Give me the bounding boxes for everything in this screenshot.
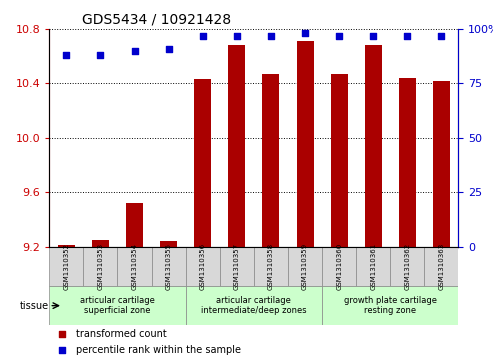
FancyBboxPatch shape	[186, 286, 322, 325]
FancyBboxPatch shape	[220, 247, 254, 286]
Bar	[126, 203, 143, 247]
Text: transformed count: transformed count	[76, 329, 167, 339]
Bar	[331, 74, 348, 247]
Bar	[160, 241, 177, 247]
Point	[233, 33, 241, 38]
FancyBboxPatch shape	[49, 247, 83, 286]
Text: GSM1310359: GSM1310359	[302, 243, 308, 290]
Point	[369, 33, 377, 38]
Text: growth plate cartilage
resting zone: growth plate cartilage resting zone	[344, 296, 437, 315]
Point	[131, 48, 139, 54]
Text: GSM1310352: GSM1310352	[63, 243, 70, 290]
Text: GSM1310362: GSM1310362	[404, 243, 410, 290]
Text: GSM1310353: GSM1310353	[98, 243, 104, 290]
FancyBboxPatch shape	[49, 286, 186, 325]
Point	[267, 33, 275, 38]
Point	[437, 33, 445, 38]
Text: GSM1310357: GSM1310357	[234, 243, 240, 290]
Text: GSM1310355: GSM1310355	[166, 243, 172, 290]
FancyBboxPatch shape	[83, 247, 117, 286]
Point	[335, 33, 343, 38]
FancyBboxPatch shape	[254, 247, 288, 286]
FancyBboxPatch shape	[151, 247, 186, 286]
Text: GSM1310360: GSM1310360	[336, 243, 342, 290]
Bar	[58, 245, 75, 247]
Text: tissue: tissue	[20, 301, 49, 311]
Text: GSM1310361: GSM1310361	[370, 243, 376, 290]
Bar	[262, 74, 280, 247]
FancyBboxPatch shape	[424, 247, 458, 286]
Point	[301, 30, 309, 36]
Point	[403, 33, 411, 38]
Bar	[399, 78, 416, 247]
Text: GSM1310356: GSM1310356	[200, 243, 206, 290]
Bar	[194, 79, 211, 247]
FancyBboxPatch shape	[322, 286, 458, 325]
Bar	[92, 240, 109, 247]
Bar	[365, 45, 382, 247]
FancyBboxPatch shape	[288, 247, 322, 286]
Point	[97, 52, 105, 58]
Text: GDS5434 / 10921428: GDS5434 / 10921428	[82, 12, 231, 26]
Text: GSM1310358: GSM1310358	[268, 243, 274, 290]
FancyBboxPatch shape	[186, 247, 220, 286]
Point	[199, 33, 207, 38]
Point	[58, 347, 66, 352]
Text: GSM1310354: GSM1310354	[132, 243, 138, 290]
Bar	[296, 41, 314, 247]
Text: articular cartilage
superficial zone: articular cartilage superficial zone	[80, 296, 155, 315]
Bar	[433, 81, 450, 247]
FancyBboxPatch shape	[322, 247, 356, 286]
Point	[165, 46, 173, 52]
Bar	[228, 45, 246, 247]
FancyBboxPatch shape	[390, 247, 424, 286]
Point	[58, 331, 66, 337]
FancyBboxPatch shape	[356, 247, 390, 286]
Point	[63, 52, 70, 58]
Text: articular cartilage
intermediate/deep zones: articular cartilage intermediate/deep zo…	[201, 296, 307, 315]
FancyBboxPatch shape	[117, 247, 151, 286]
Text: percentile rank within the sample: percentile rank within the sample	[76, 344, 241, 355]
Text: GSM1310363: GSM1310363	[438, 243, 445, 290]
